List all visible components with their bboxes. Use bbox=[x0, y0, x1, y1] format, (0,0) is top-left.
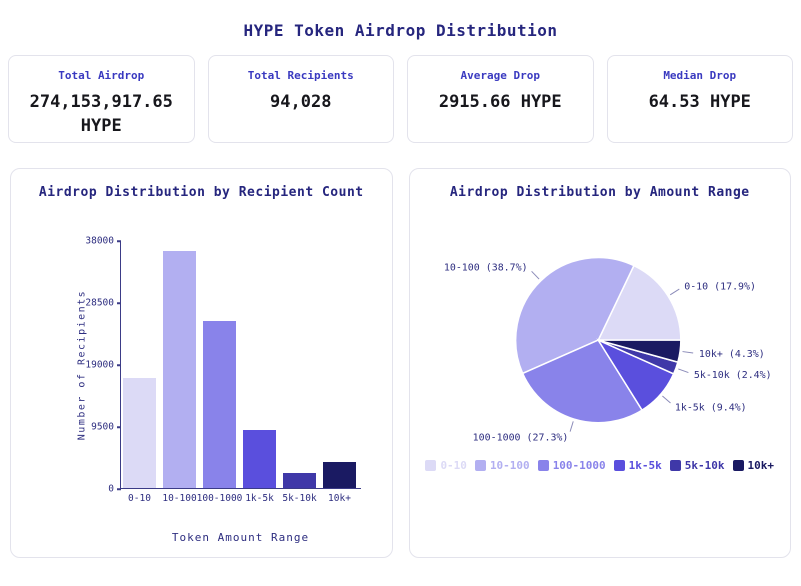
bar-100-1000 bbox=[203, 320, 236, 488]
y-tick-mark bbox=[117, 488, 121, 490]
y-tick-label: 0 bbox=[108, 483, 114, 495]
pie-label-leader-line bbox=[677, 368, 689, 374]
stat-value: 274,153,917.65 HYPE bbox=[29, 92, 173, 136]
pie-slice-label: 10k+ (4.3%) bbox=[698, 349, 764, 360]
legend-swatch bbox=[669, 460, 681, 471]
legend-swatch bbox=[613, 460, 625, 471]
x-tick-label: 10-100 bbox=[162, 493, 197, 504]
dashboard: HYPE Token Airdrop Distribution Total Ai… bbox=[0, 21, 801, 558]
legend-item-0-10: 0-10 bbox=[425, 459, 467, 472]
pie-slice-10k+ bbox=[597, 339, 682, 364]
x-tick: 0-10 bbox=[123, 493, 156, 504]
bars bbox=[123, 250, 356, 488]
legend-item-1k-5k: 1k-5k bbox=[613, 459, 662, 472]
pie-chart-panel: Airdrop Distribution by Amount Range 0-1… bbox=[408, 168, 791, 558]
stat-cards: Total Airdrop 274,153,917.65 HYPE Total … bbox=[8, 55, 793, 143]
page-title: HYPE Token Airdrop Distribution bbox=[243, 21, 558, 40]
legend-label: 0-10 bbox=[440, 459, 467, 472]
stat-label: Total Recipients bbox=[247, 69, 354, 82]
stat-card-total-airdrop: Total Airdrop 274,153,917.65 HYPE bbox=[8, 55, 195, 143]
legend-item-10-100: 10-100 bbox=[474, 459, 530, 472]
chart-panels: Airdrop Distribution by Recipient Count … bbox=[10, 168, 791, 558]
y-tick-mark bbox=[117, 240, 121, 242]
y-tick-mark bbox=[117, 302, 121, 304]
x-tick-label: 10k+ bbox=[328, 493, 351, 504]
stat-card-average-drop: Average Drop 2915.66 HYPE bbox=[407, 55, 594, 143]
stat-label: Total Airdrop bbox=[58, 69, 145, 82]
y-tick-mark bbox=[117, 364, 121, 366]
y-tick-label: 38000 bbox=[85, 235, 114, 247]
legend-label: 10-100 bbox=[489, 459, 530, 472]
pie-label-leader-line bbox=[681, 351, 693, 354]
stat-value: 94,028 bbox=[270, 92, 332, 112]
bar-0-10 bbox=[123, 378, 156, 488]
pie-slice-100-1000 bbox=[521, 339, 643, 424]
stat-card-median-drop: Median Drop 64.53 HYPE bbox=[606, 55, 793, 143]
legend-swatch bbox=[474, 460, 486, 471]
x-tick: 10-100 bbox=[162, 493, 197, 504]
stat-label: Median Drop bbox=[663, 69, 737, 82]
x-tick: 5k-10k bbox=[282, 493, 317, 504]
legend-item-5k-10k: 5k-10k bbox=[669, 459, 725, 472]
legend-label: 5k-10k bbox=[684, 459, 725, 472]
pie-slice-10-100 bbox=[514, 256, 635, 375]
pie-slice-label: 100-1000 (27.3%) bbox=[472, 433, 568, 444]
pie-chart-title: Airdrop Distribution by Amount Range bbox=[449, 185, 750, 200]
pie-label-leader-line bbox=[661, 395, 671, 404]
stat-value: 2915.66 HYPE bbox=[438, 92, 562, 112]
stat-label: Average Drop bbox=[460, 69, 540, 82]
legend-swatch bbox=[425, 460, 437, 471]
y-tick-label: 28500 bbox=[85, 297, 114, 309]
stat-card-total-recipients: Total Recipients 94,028 bbox=[207, 55, 394, 143]
legend-label: 1k-5k bbox=[628, 459, 662, 472]
pie-slice-0-10 bbox=[596, 264, 682, 341]
y-tick-label: 9500 bbox=[91, 421, 114, 433]
pie-legend: 0-10 10-100 100-1000 1k-5k 5k-10k 10k+ bbox=[410, 459, 791, 472]
pie-slice-label: 0-10 (17.9%) bbox=[684, 281, 756, 292]
bar-chart-title: Airdrop Distribution by Recipient Count bbox=[38, 185, 364, 200]
pie-slice-label: 1k-5k (9.4%) bbox=[674, 402, 746, 413]
bar-plot: 0-10 10-100 100-1000 1k-5k 5k-10k 10k+ 0 9500 1… bbox=[85, 236, 361, 504]
bar-1k-5k bbox=[243, 430, 276, 488]
x-tick: 1k-5k bbox=[243, 493, 276, 504]
legend-item-100-1000: 100-1000 bbox=[537, 459, 606, 472]
pie-svg: 0-10 (17.9%) 10-100 (38.7%) 100-1000 (27.3… bbox=[443, 256, 771, 444]
pie-slice-label: 5k-10k (2.4%) bbox=[693, 370, 771, 381]
x-tick-label: 5k-10k bbox=[282, 493, 317, 504]
x-tick-label: 1k-5k bbox=[245, 493, 274, 504]
bar-chart-x-axis-title: Token Amount Range bbox=[171, 531, 310, 544]
bar-5k-10k bbox=[283, 473, 316, 488]
x-tick-label: 100-1000 bbox=[196, 493, 243, 504]
legend-item-10k+: 10k+ bbox=[732, 459, 775, 472]
bar-10-100 bbox=[163, 250, 196, 488]
bar-10k+ bbox=[323, 461, 356, 488]
x-tick: 100-1000 bbox=[197, 493, 243, 504]
y-tick-label: 19000 bbox=[85, 359, 114, 371]
pie-label-leader-line bbox=[569, 421, 574, 432]
pie-slice-label: 10-100 (38.7%) bbox=[443, 263, 527, 274]
legend-label: 100-1000 bbox=[552, 459, 606, 472]
x-tick-label: 0-10 bbox=[128, 493, 151, 504]
stat-value: 64.53 HYPE bbox=[648, 92, 751, 112]
x-tick: 10k+ bbox=[323, 493, 356, 504]
y-tick-mark bbox=[117, 426, 121, 428]
legend-label: 10k+ bbox=[747, 459, 775, 472]
bar-chart-panel: Airdrop Distribution by Recipient Count … bbox=[10, 168, 393, 558]
legend-swatch bbox=[537, 460, 549, 471]
x-tick-labels: 0-10 10-100 100-1000 1k-5k 5k-10k 10k+ bbox=[123, 493, 356, 504]
pie-label-leader-line bbox=[669, 288, 680, 296]
pie-label-leader-line bbox=[530, 270, 539, 280]
legend-swatch bbox=[732, 460, 744, 471]
